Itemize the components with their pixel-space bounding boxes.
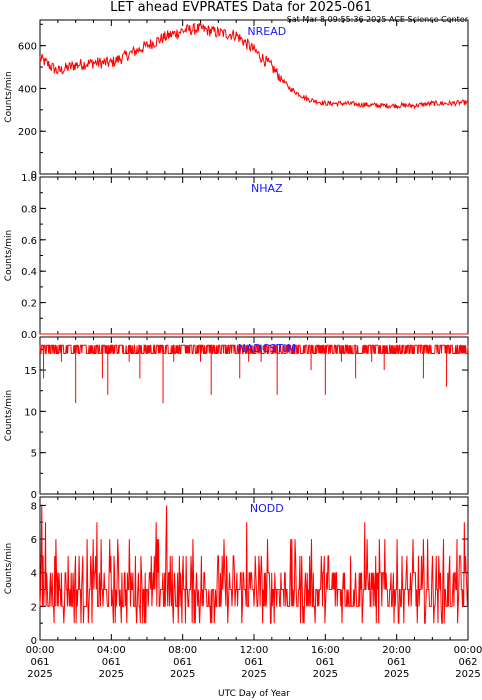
x-tick-label-line: 16:00: [311, 645, 340, 656]
y-axis-label: Counts/min: [4, 230, 14, 281]
panel-nread: 0 200 400 600 Counts/min NREAD: [4, 19, 469, 181]
x-tick-label-line: 00:00: [26, 645, 55, 656]
y-tick-label: 600: [18, 42, 37, 53]
panel-frame: [39, 336, 469, 495]
panel-nodd: 0 2 4 6 8 Counts/min NODD: [4, 496, 469, 647]
y-axis-label: Counts/min: [4, 71, 14, 122]
x-tick-label-line: 2025: [313, 669, 338, 680]
x-tick-label-line: 061: [173, 657, 192, 668]
y-tick-label: 200: [18, 127, 37, 138]
y-tick-label: 10: [24, 407, 37, 418]
y-tick-label: 15: [24, 366, 37, 377]
panel-frame: [39, 19, 469, 175]
series-label-nread: NREAD: [247, 25, 286, 38]
y-axis-label: Counts/min: [4, 390, 14, 441]
x-tick-label-line: 061: [102, 657, 121, 668]
y-tick-label: 0.6: [21, 236, 37, 247]
y-tick-label: 4: [31, 569, 37, 580]
y-tick-label: 0: [31, 170, 37, 181]
y-tick-label: 1.0: [21, 173, 37, 184]
series-label-nadcstim: NADCSTIM: [238, 342, 296, 355]
y-tick-label: 400: [18, 84, 37, 95]
y-tick-label: 0.2: [21, 299, 37, 310]
series-line-nread: [39, 22, 469, 110]
y-tick-label: 2: [31, 602, 37, 613]
y-tick-label: 0.0: [21, 330, 37, 341]
y-tick-label: 8: [31, 501, 37, 512]
x-tick-label-line: 20:00: [382, 645, 411, 656]
x-tick-label-line: 04:00: [97, 645, 126, 656]
series-label-nhaz: NHAZ: [251, 182, 283, 195]
x-tick-label-line: 2025: [384, 669, 409, 680]
x-tick-label-line: 061: [316, 657, 335, 668]
series-label-nodd: NODD: [250, 502, 284, 515]
x-tick-label-line: 061: [30, 657, 49, 668]
y-tick-label: 6: [31, 535, 37, 546]
x-tick-label-line: 061: [387, 657, 406, 668]
x-tick-label-line: 2025: [170, 669, 195, 680]
x-tick-label-line: 00:00: [454, 645, 482, 656]
x-tick-label-line: 12:00: [240, 645, 269, 656]
x-tick-label-line: 2025: [241, 669, 266, 680]
panel-nhaz: 0.0 0.2 0.4 0.6 0.8 1.0 Counts/min NHAZ: [4, 173, 469, 341]
series-line-nadcstim: [39, 344, 469, 354]
y-tick-label: 0: [31, 636, 37, 647]
y-tick-label: 0.8: [21, 204, 37, 215]
chart-title: LET ahead EVPRATES Data for 2025-061: [110, 0, 372, 15]
y-tick-label: 0.4: [21, 267, 37, 278]
x-tick-label-line: 2025: [27, 669, 52, 680]
series-line-nodd: [39, 505, 468, 624]
y-tick-label: 5: [31, 449, 37, 460]
x-tick-label-line: 061: [244, 657, 263, 668]
y-tick-label: 0: [31, 490, 37, 501]
panel-nadcstim: 0 5 10 15 Counts/min NADCSTIM: [4, 336, 469, 501]
x-tick-label-line: 062: [458, 657, 477, 668]
x-tick-label-line: 2025: [99, 669, 124, 680]
x-axis-label: UTC Day of Year: [218, 689, 290, 699]
x-tick-label-line: 08:00: [168, 645, 197, 656]
panel-frame: [39, 176, 469, 335]
x-tick-label-line: 2025: [455, 669, 480, 680]
y-axis-label: Counts/min: [4, 543, 14, 594]
